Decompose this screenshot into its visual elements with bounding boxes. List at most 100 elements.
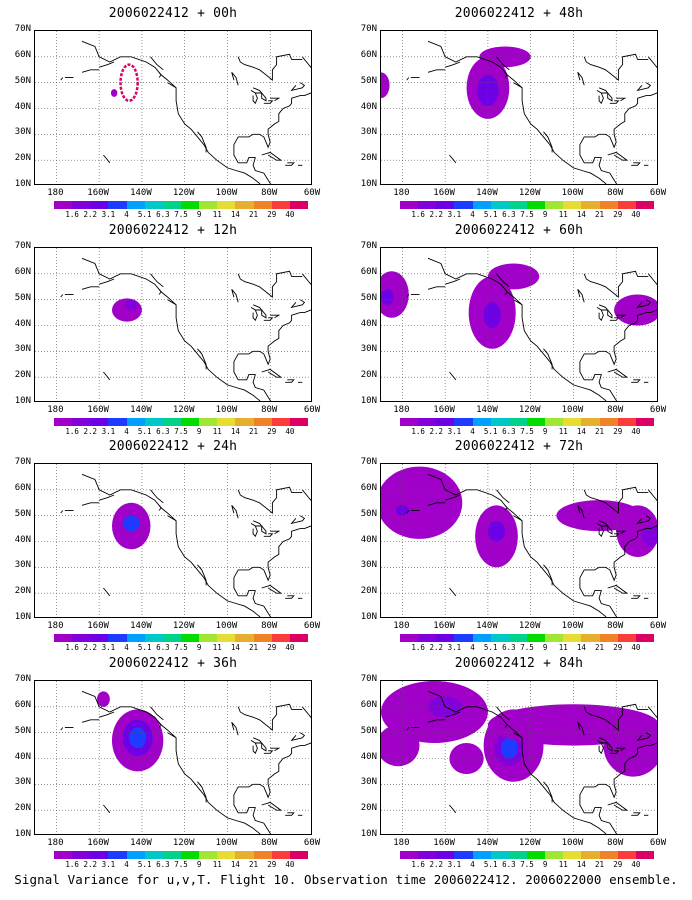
coastline — [103, 804, 111, 814]
coastline — [598, 309, 604, 322]
coastline — [231, 72, 239, 86]
lat-tick-label: 10N — [360, 612, 377, 622]
lon-tick-label: 140W — [476, 405, 498, 415]
colorbar-swatch — [490, 634, 509, 642]
coastline — [504, 289, 508, 295]
coastline — [579, 742, 657, 834]
map-panel — [380, 30, 658, 185]
coastline — [270, 97, 281, 102]
coastline — [301, 706, 311, 719]
coastline — [543, 348, 553, 370]
coastline — [647, 706, 657, 719]
variance-contour — [124, 299, 138, 310]
coastline — [583, 489, 613, 509]
colorbar-swatch — [563, 634, 582, 642]
colorbar-swatch — [400, 851, 419, 859]
colorbar-level-label: 14 — [230, 210, 240, 219]
coastline — [301, 56, 311, 69]
colorbar-level-label: 40 — [285, 860, 295, 869]
lon-tick-label: 160W — [87, 188, 109, 198]
coastline — [301, 273, 311, 286]
lat-tick-label: 40N — [14, 101, 31, 112]
lat-tick-label: 60N — [14, 699, 31, 710]
colorbar-level-label: 7.5 — [520, 210, 534, 219]
colorbar-level-label: 5.1 — [483, 210, 498, 219]
colorbar-swatch — [599, 634, 618, 642]
colorbar-swatch — [162, 634, 181, 642]
lat-tick-label: 30N — [14, 344, 31, 355]
colorbar-swatch — [90, 634, 109, 642]
colorbar-swatch — [108, 201, 127, 209]
coastline — [427, 719, 446, 723]
colorbar-level-label: 4 — [124, 643, 129, 652]
colorbar-swatch — [108, 851, 127, 859]
colorbar-level-label: 3.1 — [447, 860, 462, 869]
coastline — [427, 40, 607, 184]
coastline — [103, 371, 111, 381]
coastline — [406, 510, 410, 514]
colorbar-swatch — [581, 201, 600, 209]
colorbar-swatch — [72, 851, 91, 859]
coastline — [99, 278, 115, 285]
colorbar-level-label: 9 — [196, 860, 202, 869]
coastline — [616, 747, 627, 752]
colorbar-level-label: 4 — [470, 643, 475, 652]
lon-tick-label: 80W — [607, 405, 624, 415]
coastline — [158, 505, 162, 511]
colorbar-swatch — [54, 634, 73, 642]
colorbar-level-label: 40 — [285, 427, 295, 436]
colorbar-level-label: 14 — [576, 860, 586, 869]
lon-tick-label: 140W — [476, 838, 498, 848]
variance-contour — [122, 515, 140, 532]
coastline — [231, 289, 239, 303]
coastline — [583, 706, 613, 726]
colorbar-swatch — [635, 418, 654, 426]
colorbar-level-label: 4 — [124, 860, 129, 869]
lat-tick-label: 20N — [14, 803, 31, 814]
lat-tick-label: 30N — [360, 344, 377, 355]
colorbar-swatch — [418, 201, 437, 209]
lat-tick-label: 60N — [360, 699, 377, 710]
colorbar-level-label: 11 — [212, 210, 222, 219]
colorbar-level-label: 9 — [542, 427, 548, 436]
lon-tick-label: 140W — [130, 838, 152, 848]
colorbar-level-label: 40 — [631, 860, 641, 869]
colorbar-level-label: 3.1 — [447, 643, 462, 652]
lat-tick-label: 50N — [14, 75, 31, 86]
variance-contour — [110, 89, 118, 97]
colorbar-level-label: 29 — [267, 860, 277, 869]
colorbar-level-label: 40 — [285, 210, 295, 219]
coastline — [504, 505, 508, 511]
colorbar-level-label: 9 — [196, 643, 202, 652]
colorbar-level-label: 2.2 — [429, 427, 444, 436]
map-panel — [34, 463, 312, 618]
coastline — [285, 595, 295, 599]
coastline — [60, 294, 64, 298]
lat-tick-label: 30N — [360, 127, 377, 138]
colorbar-swatch — [400, 418, 419, 426]
coastline — [99, 61, 115, 68]
colorbar-level-label: 2.2 — [83, 860, 98, 869]
coastline — [263, 100, 274, 104]
coastline — [197, 131, 207, 153]
lon-tick-label: 60W — [303, 188, 321, 198]
colorbar-level-label: 4 — [124, 427, 129, 436]
coastline — [609, 533, 620, 537]
lon-tick-label: 160W — [433, 621, 455, 631]
colorbar-level-label: 4 — [470, 210, 475, 219]
colorbar-level-label: 7.5 — [520, 643, 534, 652]
colorbar-swatch — [418, 851, 437, 859]
coastline — [167, 82, 177, 89]
coastline — [631, 595, 641, 599]
colorbar-level-label: 1.6 — [65, 210, 79, 219]
coastline — [609, 317, 620, 321]
coastline — [261, 801, 283, 811]
colorbar-swatch — [126, 418, 145, 426]
colorbar-level-label: 5.1 — [137, 427, 152, 436]
variance-contour — [395, 505, 409, 516]
coastline — [250, 520, 263, 527]
coastline — [263, 533, 274, 537]
colorbar-swatch — [436, 418, 455, 426]
lat-tick-label: 60N — [14, 266, 31, 277]
